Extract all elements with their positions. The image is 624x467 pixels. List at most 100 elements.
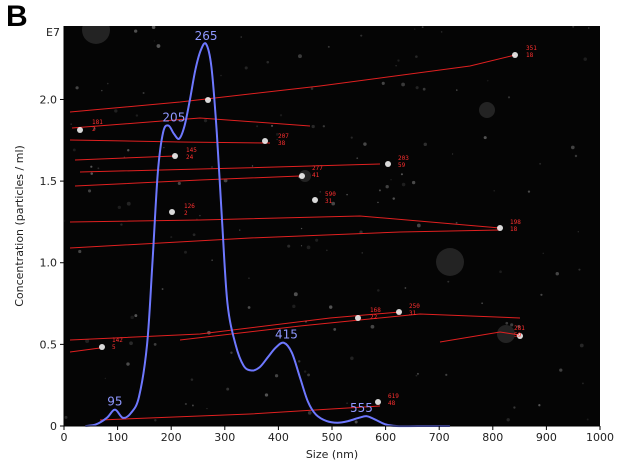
background-speck bbox=[319, 191, 321, 193]
background-speck bbox=[493, 190, 495, 192]
particle-track bbox=[69, 347, 101, 353]
background-speck bbox=[211, 259, 213, 261]
background-speck bbox=[142, 91, 145, 94]
x-tick-label: 300 bbox=[214, 431, 235, 444]
background-speck bbox=[423, 142, 427, 147]
track-label: 22 bbox=[370, 314, 378, 321]
track-label: 59 bbox=[514, 332, 522, 339]
background-glow bbox=[436, 248, 464, 276]
background-speck bbox=[247, 306, 251, 309]
background-speck bbox=[87, 189, 92, 193]
background-speck bbox=[455, 221, 458, 224]
background-speck bbox=[78, 249, 82, 254]
background-speck bbox=[401, 82, 405, 87]
background-speck bbox=[390, 178, 392, 181]
background-speck bbox=[199, 214, 201, 217]
background-speck bbox=[275, 132, 279, 136]
background-speck bbox=[226, 387, 230, 391]
background-speck bbox=[447, 280, 450, 283]
track-label: 207 bbox=[278, 133, 289, 140]
background-speck bbox=[72, 148, 76, 152]
background-speck bbox=[90, 172, 93, 175]
background-speck bbox=[220, 74, 222, 77]
background-speck bbox=[395, 65, 397, 67]
background-speck bbox=[582, 382, 584, 385]
background-speck bbox=[210, 166, 214, 169]
particle-dot bbox=[169, 209, 175, 215]
background-speck bbox=[483, 136, 487, 140]
background-speck bbox=[542, 252, 544, 255]
background-speck bbox=[570, 145, 575, 150]
track-label: 142 bbox=[112, 337, 123, 344]
background-speck bbox=[327, 45, 330, 48]
track-label: 181 bbox=[92, 119, 103, 126]
background-speck bbox=[411, 180, 416, 185]
track-label: 2 bbox=[184, 210, 188, 217]
background-speck bbox=[156, 44, 161, 48]
background-speck bbox=[517, 325, 521, 328]
particle-track bbox=[99, 405, 381, 421]
background-speck bbox=[276, 138, 278, 141]
background-speck bbox=[417, 372, 419, 375]
particle-dot bbox=[172, 153, 178, 159]
background-particles bbox=[62, 16, 624, 427]
background-speck bbox=[513, 406, 516, 409]
x-tick-label: 0 bbox=[61, 431, 68, 444]
background-speck bbox=[377, 289, 380, 292]
background-speck bbox=[401, 182, 406, 187]
background-speck bbox=[130, 315, 134, 320]
particle-track bbox=[79, 163, 381, 173]
particle-track bbox=[439, 331, 521, 343]
background-speck bbox=[307, 373, 310, 377]
particle-track bbox=[69, 139, 271, 144]
particle-dot bbox=[385, 161, 391, 167]
background-speck bbox=[481, 302, 484, 305]
background-speck bbox=[333, 328, 337, 331]
background-speck bbox=[392, 197, 396, 200]
track-label: 198 bbox=[510, 219, 521, 226]
peak-label: 555 bbox=[350, 401, 373, 415]
background-speck bbox=[64, 415, 68, 419]
background-speck bbox=[400, 173, 403, 176]
background-speck bbox=[346, 193, 348, 196]
particle-track bbox=[74, 155, 176, 161]
background-speck bbox=[416, 223, 421, 228]
background-speck bbox=[527, 190, 531, 193]
background-speck bbox=[311, 124, 315, 129]
y-tick-label: 0.5 bbox=[40, 338, 58, 351]
track-label: 24 bbox=[186, 154, 194, 161]
track-label: 250 bbox=[409, 303, 420, 310]
track-label: 281 bbox=[514, 325, 525, 332]
background-speck bbox=[184, 250, 187, 254]
background-speck bbox=[203, 119, 208, 123]
background-speck bbox=[378, 189, 381, 192]
background-speck bbox=[126, 362, 130, 366]
background-speck bbox=[510, 323, 514, 327]
particle-dot bbox=[299, 173, 305, 179]
background-speck bbox=[310, 87, 314, 90]
y-multiplier-label: E7 bbox=[46, 26, 60, 39]
plot-background bbox=[64, 26, 600, 426]
background-speck bbox=[363, 142, 367, 146]
track-label: 18 bbox=[526, 52, 534, 59]
x-tick-label: 800 bbox=[482, 431, 503, 444]
particle-dot bbox=[396, 309, 402, 315]
x-tick-label: 500 bbox=[322, 431, 343, 444]
background-speck bbox=[106, 82, 109, 85]
peak-label: 205 bbox=[162, 111, 185, 125]
axes: 0 100 200 300 400 500 600 700 800 900 1000 0 0.5 1.0 1… bbox=[40, 26, 614, 444]
particle-dot bbox=[355, 315, 361, 321]
x-tick-label: 1000 bbox=[586, 431, 614, 444]
track-label: 619 bbox=[388, 393, 399, 400]
background-speck bbox=[191, 404, 194, 407]
background-speck bbox=[540, 293, 543, 296]
background-speck bbox=[240, 36, 242, 38]
background-speck bbox=[293, 292, 298, 297]
background-speck bbox=[445, 373, 448, 376]
background-speck bbox=[120, 223, 123, 226]
background-speck bbox=[354, 420, 358, 424]
particle-dot bbox=[262, 138, 268, 144]
background-speck bbox=[104, 377, 107, 380]
background-speck bbox=[505, 321, 509, 325]
